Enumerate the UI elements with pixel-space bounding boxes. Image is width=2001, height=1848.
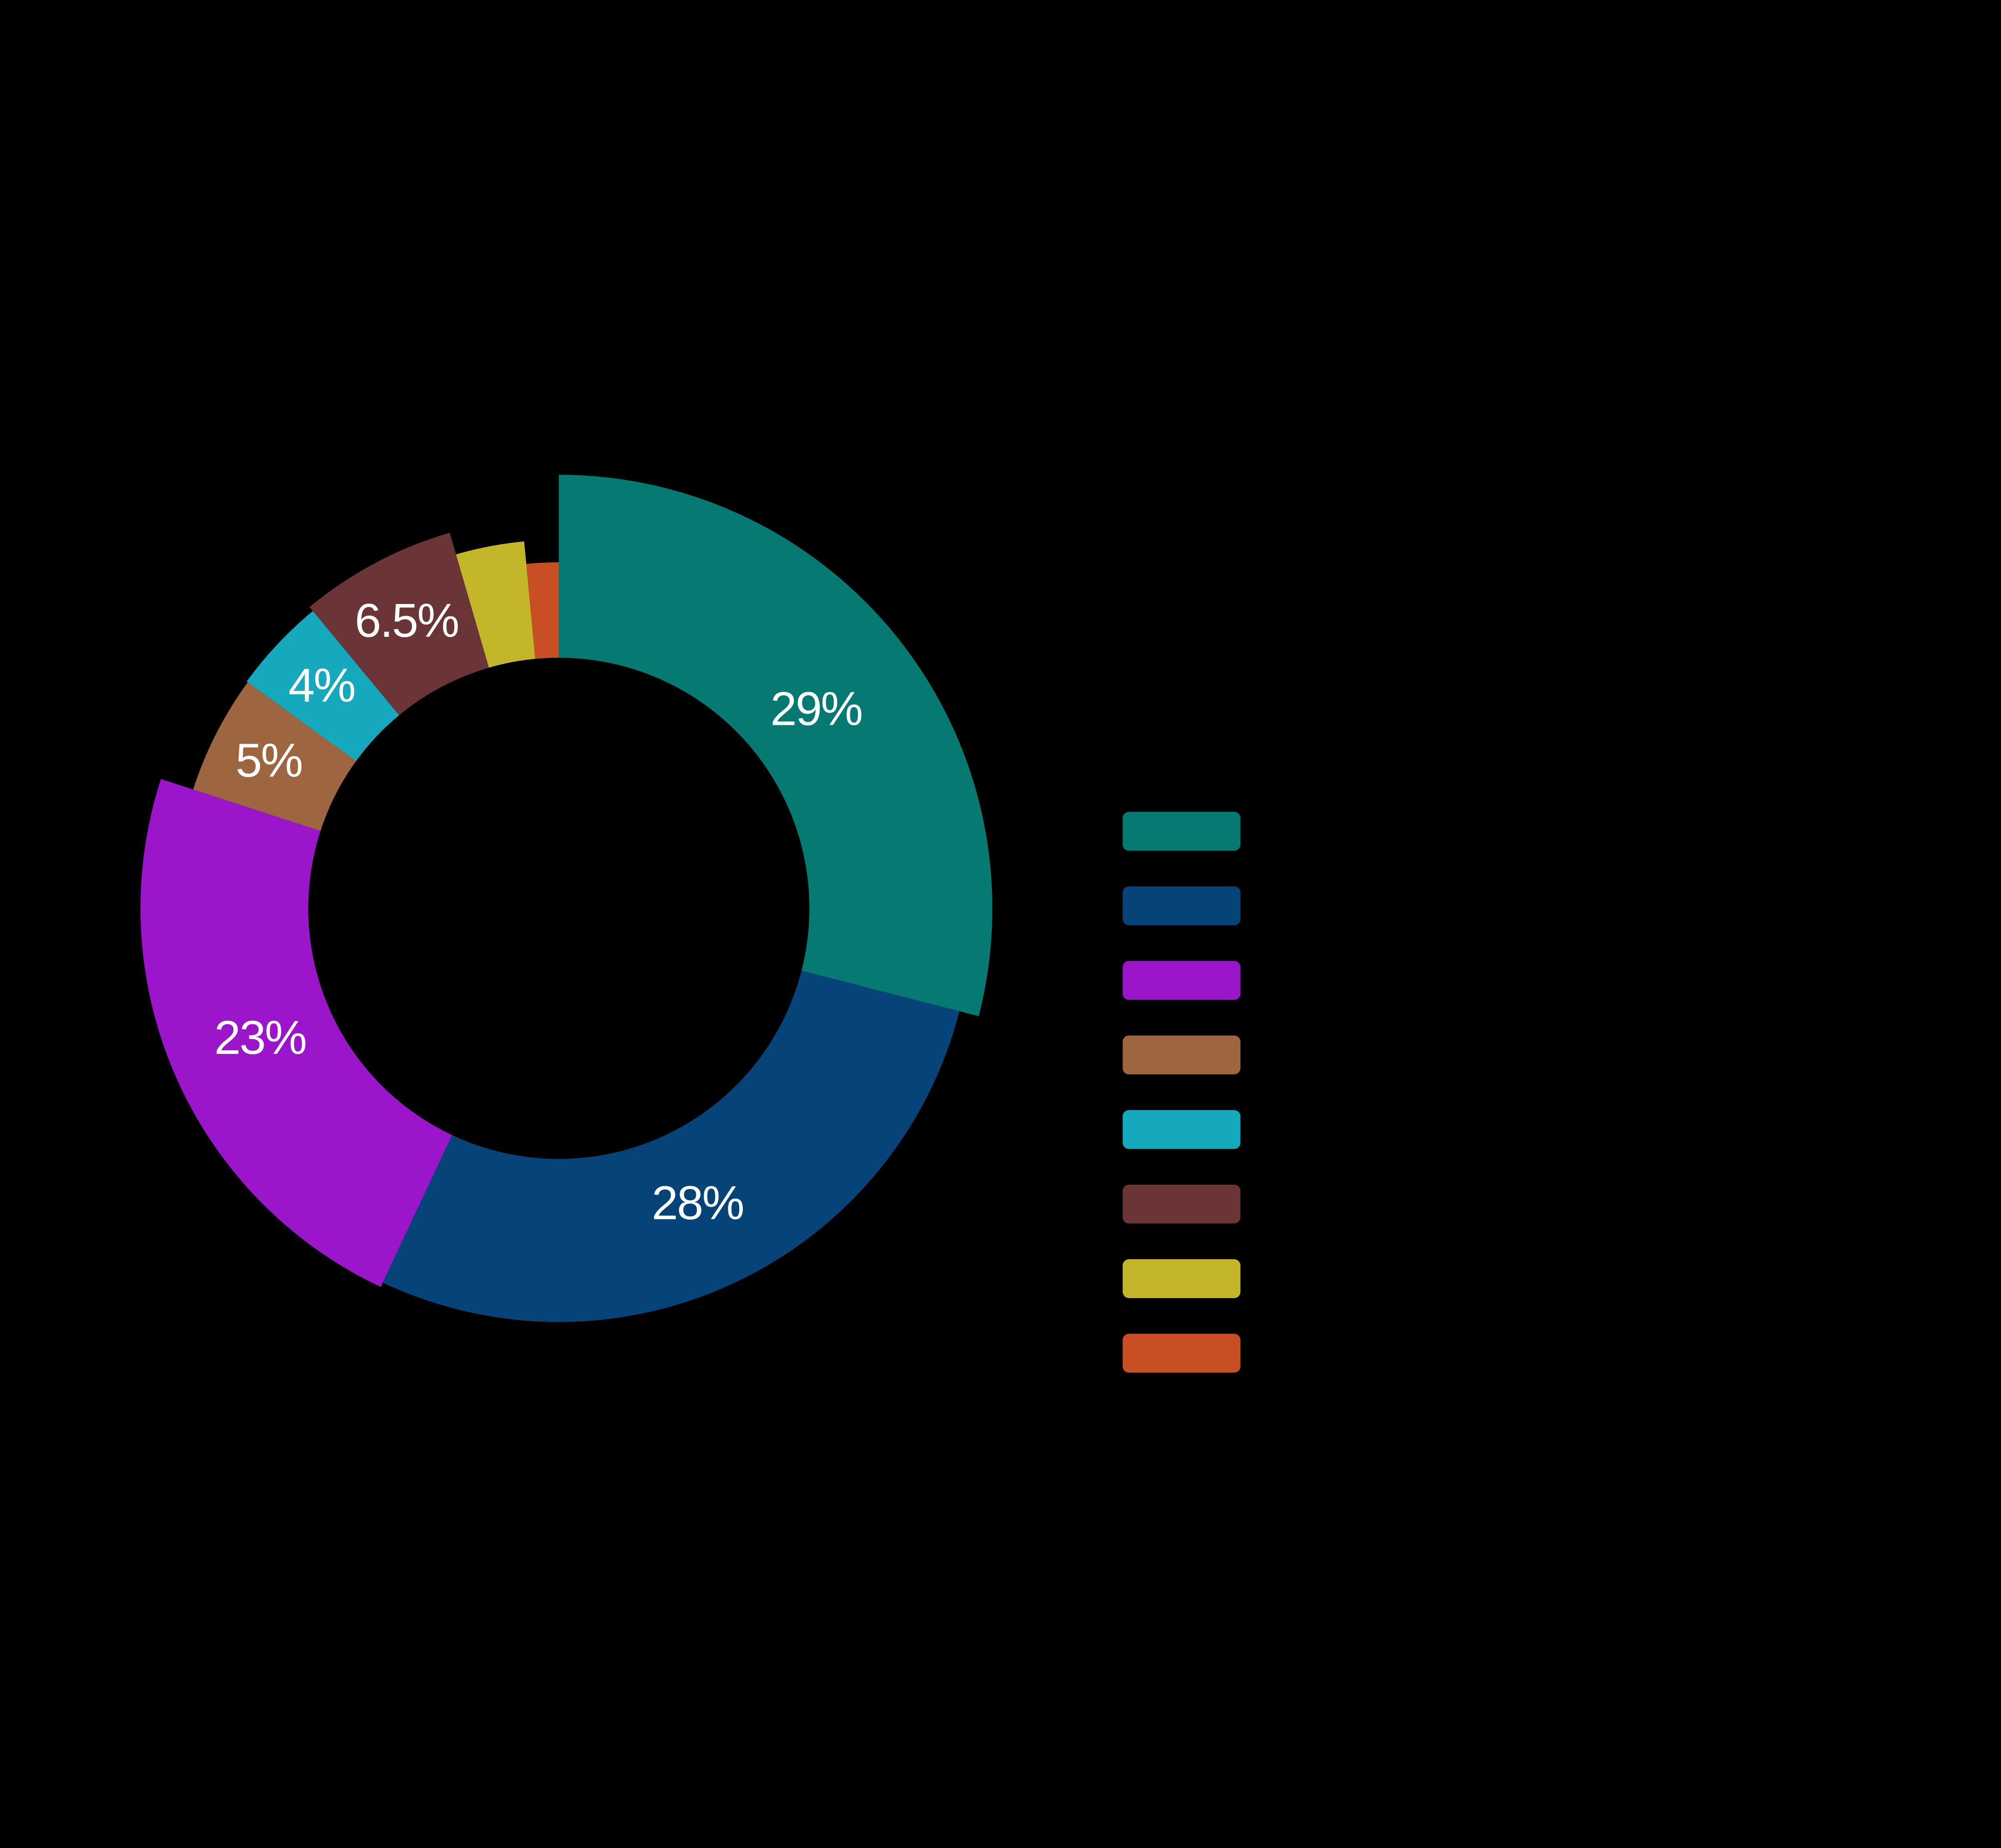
legend-swatch-1[interactable] (1123, 812, 1241, 851)
slice-label-slice-5: 4% (288, 659, 355, 712)
pie-slice-7[interactable] (456, 541, 535, 668)
slice-label-slice-4: 5% (236, 734, 302, 787)
pie-slice-5[interactable] (247, 611, 399, 761)
legend-swatch-8[interactable] (1123, 1334, 1241, 1373)
pie-slice-4[interactable] (193, 682, 356, 831)
legend-swatch-7[interactable] (1123, 1259, 1241, 1298)
legend-swatch-2[interactable] (1123, 886, 1241, 925)
slice-label-slice-1: 29% (770, 682, 862, 735)
legend-swatch-6[interactable] (1123, 1184, 1241, 1224)
pie-slice-6[interactable] (309, 533, 489, 715)
chart-legend (1123, 812, 1241, 1373)
pie-slice-2[interactable] (383, 971, 960, 1322)
legend-swatch-4[interactable] (1123, 1035, 1241, 1075)
slice-label-slice-6: 6.5% (355, 594, 458, 647)
pie-slice-1[interactable] (559, 475, 992, 1016)
legend-swatch-5[interactable] (1123, 1110, 1241, 1149)
slice-label-slice-2: 28% (652, 1176, 743, 1230)
legend-swatch-3[interactable] (1123, 961, 1241, 1000)
donut-chart (140, 475, 992, 1322)
slice-label-slice-3: 23% (214, 1011, 306, 1064)
slice-labels: 29% 28% 23% 5% 4%6.5% (214, 594, 863, 1230)
pie-slice-3[interactable] (140, 779, 452, 1287)
pie-slice-8[interactable] (526, 562, 559, 659)
